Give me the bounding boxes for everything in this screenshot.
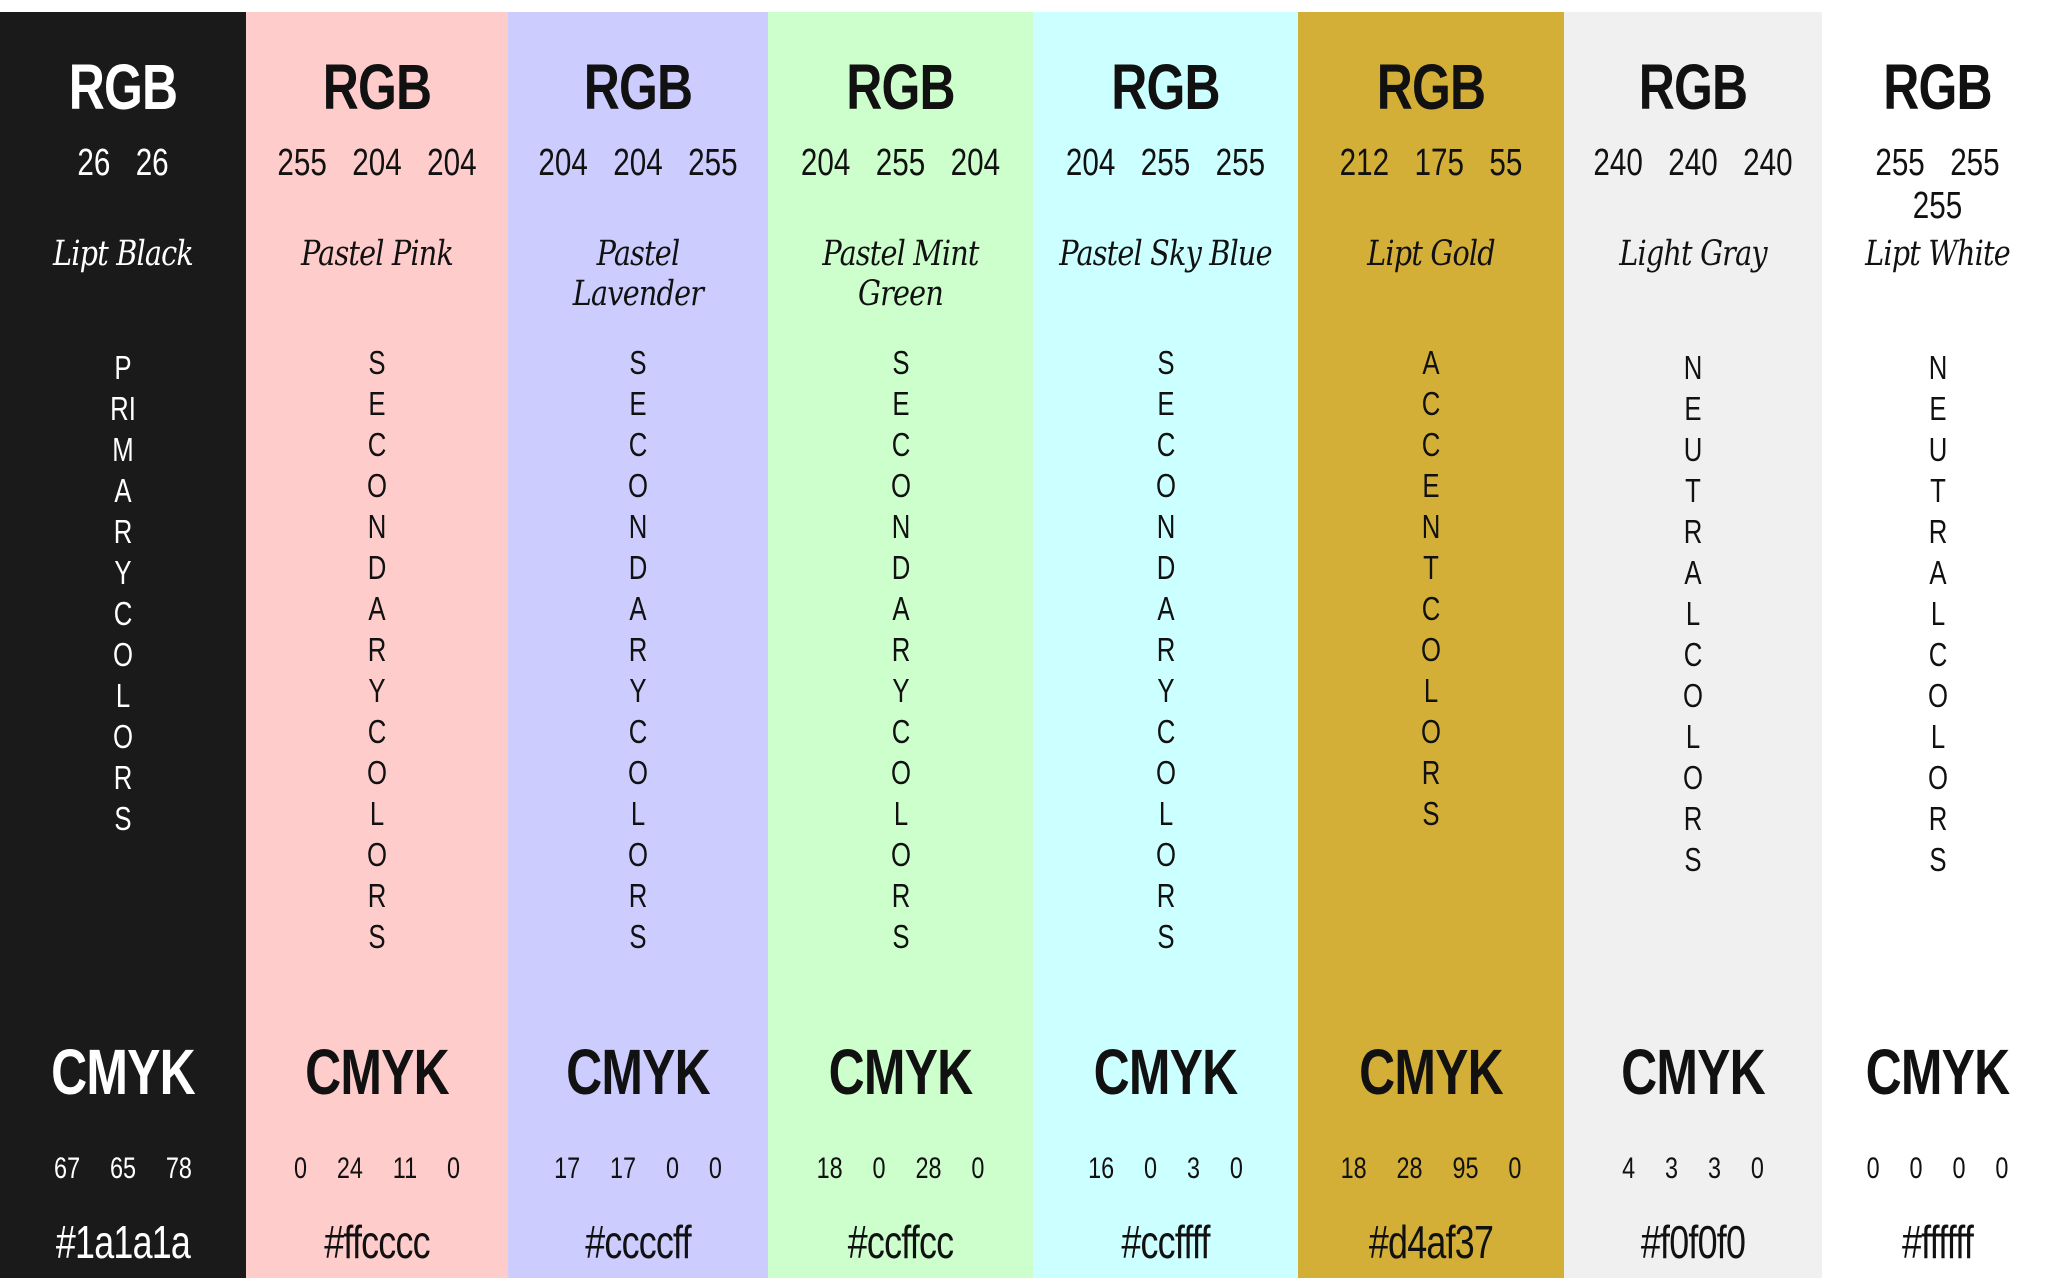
rgb-heading: RGB: [68, 51, 178, 123]
rgb-values: 204 255 204: [800, 142, 1001, 184]
cmyk-values: 17 17 0 0: [554, 1152, 722, 1185]
cmyk-values: 16 0 3 0: [1088, 1152, 1243, 1185]
rgb-heading: RGB: [846, 51, 955, 123]
rgb-values: 255 204 204: [277, 142, 477, 184]
color-name: Light Gray: [1619, 234, 1767, 274]
hex-code: #ccccff: [585, 1216, 691, 1268]
rgb-heading: RGB: [322, 51, 432, 123]
color-name: Lipt Gold: [1367, 234, 1495, 274]
color-name: Lipt Black: [53, 234, 194, 274]
swatch-lipt-gold: RGB 212 175 55 Lipt Gold ACCENT COLORS C…: [1298, 12, 1564, 1278]
rgb-values: 255 255 255: [1875, 142, 2000, 227]
hex-code: #d4af37: [1368, 1216, 1494, 1268]
category-label: SECONDARY COLORS: [366, 344, 388, 955]
cmyk-heading: CMYK: [51, 1036, 196, 1108]
color-name: Pastel Sky Blue: [1059, 234, 1272, 274]
cmyk-heading: CMYK: [828, 1036, 974, 1108]
rgb-heading: RGB: [1638, 51, 1748, 123]
swatch-light-gray: RGB 240 240 240 Light Gray NEUTRAL COLOR…: [1564, 12, 1822, 1278]
swatch-pastel-mint-green: RGB 204 255 204 Pastel Mint Green SECOND…: [768, 12, 1033, 1278]
hex-code: #ccffcc: [847, 1216, 954, 1268]
cmyk-values: 18 28 95 0: [1340, 1152, 1522, 1185]
swatch-pastel-pink: RGB 255 204 204 Pastel Pink SECONDARY CO…: [246, 12, 508, 1278]
rgb-heading: RGB: [1883, 51, 1992, 123]
hex-code: #f0f0f0: [1640, 1216, 1746, 1268]
rgb-heading: RGB: [583, 51, 693, 123]
color-name: Pastel Lavender: [572, 234, 704, 314]
swatch-lipt-black: RGB 26 26 Lipt Black PRIMARY COLORS CMYK…: [0, 12, 246, 1278]
rgb-values: 240 240 240: [1593, 142, 1793, 184]
category-label: PRIMARY COLORS: [110, 349, 136, 837]
swatch-pastel-lavender: RGB 204 204 255 Pastel Lavender SECONDAR…: [508, 12, 768, 1278]
rgb-values: 26 26: [77, 142, 169, 184]
swatch-lipt-white: RGB 255 255 255 Lipt White NEUTRAL COLOR…: [1822, 12, 2053, 1278]
cmyk-heading: CMYK: [1621, 1036, 1766, 1108]
hex-code: #ccffff: [1121, 1216, 1210, 1268]
cmyk-values: 18 0 28 0: [816, 1152, 985, 1185]
category-label: SECONDARY COLORS: [627, 344, 649, 955]
rgb-values: 212 175 55: [1339, 142, 1523, 184]
rgb-values: 204 255 255: [1065, 142, 1266, 184]
category-label: NEUTRAL COLORS: [1927, 349, 1948, 878]
cmyk-values: 4 3 3 0: [1622, 1152, 1764, 1185]
category-label: NEUTRAL COLORS: [1682, 349, 1704, 878]
cmyk-heading: CMYK: [1359, 1036, 1504, 1108]
cmyk-heading: CMYK: [1093, 1036, 1239, 1108]
cmyk-heading: CMYK: [305, 1036, 450, 1108]
cmyk-values: 0 24 11 0: [293, 1152, 461, 1185]
color-palette: RGB 26 26 Lipt Black PRIMARY COLORS CMYK…: [0, 12, 2053, 1278]
hex-code: #1a1a1a: [55, 1216, 191, 1268]
color-name: Pastel Mint Green: [822, 234, 979, 314]
category-label: SECONDARY COLORS: [890, 344, 911, 955]
cmyk-values: 0 0 0 0: [1866, 1152, 2009, 1185]
hex-code: #ffffff: [1901, 1216, 1974, 1268]
cmyk-heading: CMYK: [1865, 1036, 2011, 1108]
rgb-values: 204 204 255: [538, 142, 738, 184]
category-label: ACCENT COLORS: [1420, 344, 1442, 832]
rgb-heading: RGB: [1376, 51, 1486, 123]
swatch-pastel-sky-blue: RGB 204 255 255 Pastel Sky Blue SECONDAR…: [1033, 12, 1298, 1278]
color-name: Lipt White: [1865, 234, 2011, 274]
color-name: Pastel Pink: [300, 234, 454, 274]
hex-code: #ffcccc: [324, 1216, 430, 1268]
category-label: SECONDARY COLORS: [1155, 344, 1176, 955]
rgb-heading: RGB: [1111, 51, 1220, 123]
cmyk-values: 67 65 78: [54, 1152, 192, 1185]
cmyk-heading: CMYK: [566, 1036, 711, 1108]
